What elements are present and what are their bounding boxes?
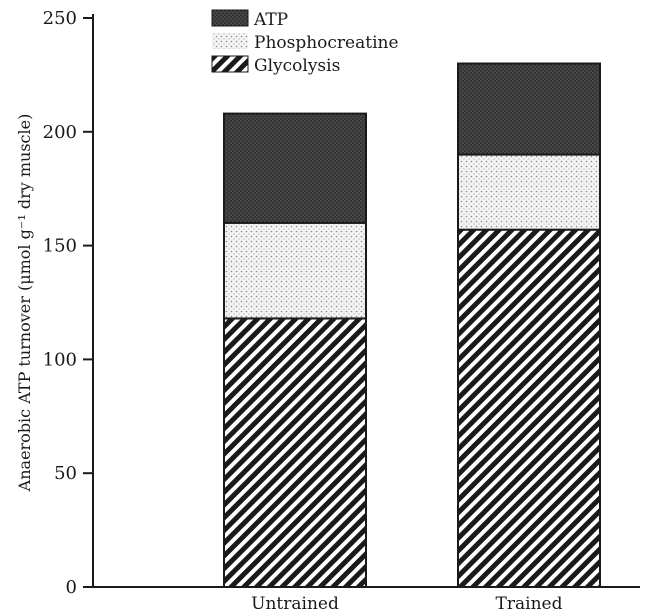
- category-labels: Untrained Trained: [251, 594, 562, 613]
- axes: 0 50 100 150 200 250: [43, 8, 640, 598]
- legend-label-phosphocreatine: Phosphocreatine: [254, 33, 399, 53]
- category-label-trained: Trained: [496, 594, 563, 613]
- legend-label-glycolysis: Glycolysis: [254, 56, 340, 76]
- legend-swatch-glycolysis: [211, 55, 249, 73]
- legend-swatch-atp: [211, 9, 249, 27]
- bar-segment-atp-untrained: [223, 112, 367, 224]
- bar-group-trained: [457, 62, 601, 588]
- category-label-untrained: Untrained: [251, 594, 339, 613]
- y-ticks: 0 50 100 150 200 250: [43, 8, 93, 598]
- y-tick-label: 250: [43, 8, 77, 29]
- legend-item-atp: ATP: [211, 9, 288, 30]
- bar-segment-glycolysis-trained: [457, 228, 601, 588]
- bars: [223, 62, 601, 588]
- y-tick-label: 200: [43, 122, 77, 143]
- y-tick-label: 50: [54, 463, 77, 484]
- legend-item-glycolysis: Glycolysis: [211, 55, 340, 76]
- y-tick-label: 100: [43, 349, 77, 370]
- y-tick-label: 150: [43, 236, 77, 257]
- bar-segment-phosphocreatine-trained: [457, 153, 601, 231]
- bar-group-untrained: [223, 112, 367, 588]
- bar-segment-atp-trained: [457, 62, 601, 156]
- bar-segment-phosphocreatine-untrained: [223, 221, 367, 320]
- legend-label-atp: ATP: [253, 10, 288, 30]
- bar-segment-glycolysis-untrained: [223, 317, 367, 588]
- y-axis-title: Anaerobic ATP turnover (μmol g⁻¹ dry mus…: [15, 114, 34, 493]
- legend-swatch-phosphocreatine: [212, 33, 248, 49]
- legend-item-phosphocreatine: Phosphocreatine: [212, 33, 399, 53]
- legend: ATP Phosphocreatine Glycolysis: [211, 9, 399, 76]
- y-tick-label: 0: [66, 577, 77, 598]
